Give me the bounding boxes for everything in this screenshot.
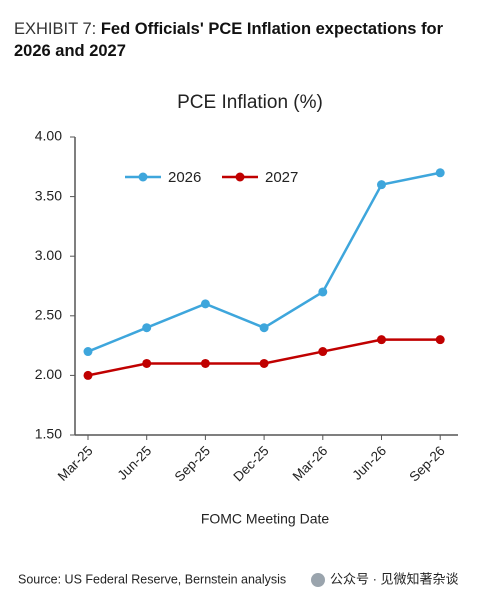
exhibit-label: EXHIBIT 7: <box>14 20 97 38</box>
marker <box>142 323 152 333</box>
watermark: 公众号 · 见微知著杂谈 <box>330 571 459 586</box>
y-tick-label: 3.00 <box>35 247 62 263</box>
y-tick-label: 1.50 <box>35 426 62 442</box>
header: EXHIBIT 7: Fed Officials' PCE Inflation … <box>14 18 474 62</box>
legend-marker <box>138 172 148 182</box>
marker <box>83 347 93 357</box>
marker <box>200 358 210 368</box>
legend-label: 2027 <box>265 169 298 186</box>
marker <box>200 299 210 309</box>
marker <box>435 335 445 345</box>
marker <box>142 358 152 368</box>
watermark-icon <box>311 573 325 587</box>
y-tick-label: 4.00 <box>35 128 62 144</box>
marker <box>377 180 386 190</box>
marker <box>318 287 328 297</box>
x-tick-label: Sep-25 <box>172 443 213 484</box>
marker <box>318 347 328 357</box>
x-tick-label: Mar-26 <box>290 443 331 484</box>
legend-label: 2026 <box>168 169 201 186</box>
x-tick-label: Mar-25 <box>55 443 96 484</box>
y-tick-label: 3.50 <box>35 187 62 203</box>
source: Source: US Federal Reserve, Bernstein an… <box>18 572 286 586</box>
y-tick-label: 2.00 <box>35 366 62 382</box>
x-tick-label: Jun-25 <box>115 443 155 483</box>
x-tick-label: Sep-26 <box>406 443 447 484</box>
y-tick-label: 2.50 <box>35 307 62 323</box>
legend-marker <box>235 172 245 182</box>
x-tick-label: Jun-26 <box>349 443 389 483</box>
marker <box>259 358 269 368</box>
marker <box>377 335 386 345</box>
chart-title: PCE Inflation (%) <box>177 92 323 113</box>
marker <box>259 323 269 333</box>
x-axis-label: FOMC Meeting Date <box>201 511 330 527</box>
series-line <box>87 338 441 377</box>
x-tick-label: Dec-25 <box>230 443 271 484</box>
marker <box>435 168 445 178</box>
exhibit-title: Fed Officials' PCE Inflation expectation… <box>14 20 444 60</box>
marker <box>83 370 93 380</box>
